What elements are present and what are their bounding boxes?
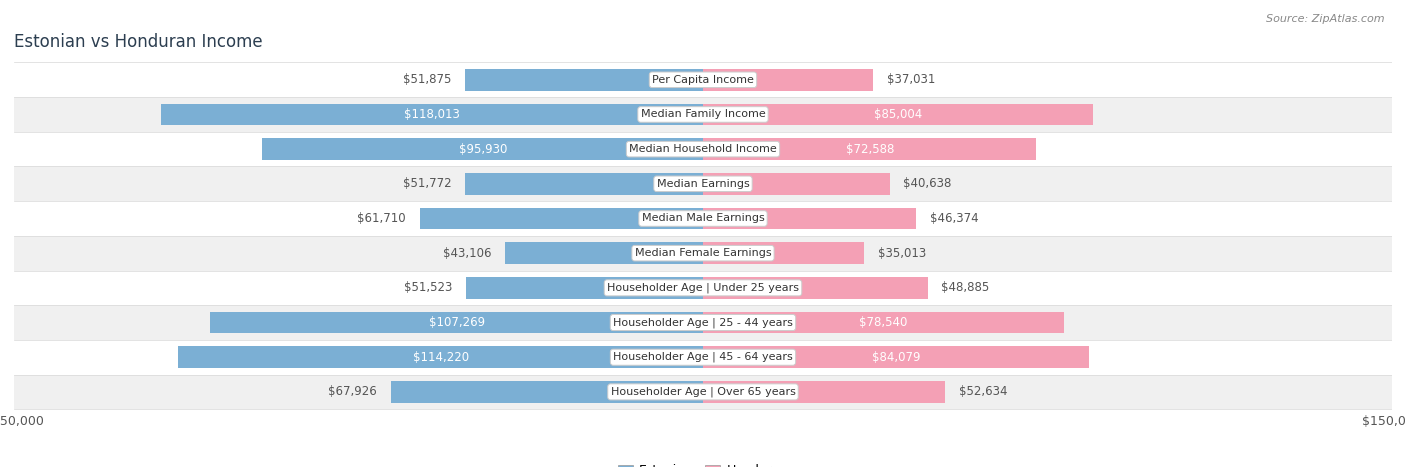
Bar bbox=[211, 312, 703, 333]
Bar bbox=[14, 305, 1392, 340]
Text: $67,926: $67,926 bbox=[329, 385, 377, 398]
Text: $95,930: $95,930 bbox=[458, 142, 508, 156]
Text: $51,772: $51,772 bbox=[402, 177, 451, 191]
Text: Median Household Income: Median Household Income bbox=[628, 144, 778, 154]
Bar bbox=[703, 312, 1064, 333]
Text: $78,540: $78,540 bbox=[859, 316, 907, 329]
Bar bbox=[14, 340, 1392, 375]
Text: $35,013: $35,013 bbox=[877, 247, 925, 260]
Text: Source: ZipAtlas.com: Source: ZipAtlas.com bbox=[1267, 14, 1385, 24]
Bar bbox=[505, 242, 703, 264]
Bar bbox=[703, 173, 890, 195]
Text: $118,013: $118,013 bbox=[404, 108, 460, 121]
Text: $61,710: $61,710 bbox=[357, 212, 406, 225]
Text: $37,031: $37,031 bbox=[887, 73, 935, 86]
Bar bbox=[703, 69, 873, 91]
Bar bbox=[703, 347, 1090, 368]
Bar bbox=[14, 236, 1392, 270]
Bar bbox=[703, 277, 928, 298]
Bar bbox=[14, 132, 1392, 166]
Bar bbox=[465, 69, 703, 91]
Text: Median Earnings: Median Earnings bbox=[657, 179, 749, 189]
Bar bbox=[14, 166, 1392, 201]
Text: Householder Age | Over 65 years: Householder Age | Over 65 years bbox=[610, 387, 796, 397]
Text: $51,523: $51,523 bbox=[404, 281, 453, 294]
Text: Estonian vs Honduran Income: Estonian vs Honduran Income bbox=[14, 33, 263, 51]
Bar bbox=[263, 138, 703, 160]
Bar bbox=[14, 270, 1392, 305]
Text: Median Male Earnings: Median Male Earnings bbox=[641, 213, 765, 224]
Bar bbox=[160, 104, 703, 125]
Text: $114,220: $114,220 bbox=[412, 351, 468, 364]
Bar bbox=[465, 173, 703, 195]
Text: $43,106: $43,106 bbox=[443, 247, 491, 260]
Bar bbox=[14, 97, 1392, 132]
Text: Householder Age | Under 25 years: Householder Age | Under 25 years bbox=[607, 283, 799, 293]
Bar bbox=[179, 347, 703, 368]
Text: $72,588: $72,588 bbox=[845, 142, 894, 156]
Text: Median Female Earnings: Median Female Earnings bbox=[634, 248, 772, 258]
Bar bbox=[467, 277, 703, 298]
Bar bbox=[391, 381, 703, 403]
Bar bbox=[703, 381, 945, 403]
Bar bbox=[703, 104, 1094, 125]
Bar bbox=[703, 208, 915, 229]
Text: Median Family Income: Median Family Income bbox=[641, 109, 765, 120]
Bar bbox=[703, 138, 1036, 160]
Bar bbox=[419, 208, 703, 229]
Legend: Estonian, Honduran: Estonian, Honduran bbox=[613, 459, 793, 467]
Bar bbox=[703, 242, 863, 264]
Text: Per Capita Income: Per Capita Income bbox=[652, 75, 754, 85]
Text: $51,875: $51,875 bbox=[402, 73, 451, 86]
Bar bbox=[14, 375, 1392, 409]
Text: $84,079: $84,079 bbox=[872, 351, 921, 364]
Bar bbox=[14, 63, 1392, 97]
Text: Householder Age | 45 - 64 years: Householder Age | 45 - 64 years bbox=[613, 352, 793, 362]
Text: $107,269: $107,269 bbox=[429, 316, 485, 329]
Text: $46,374: $46,374 bbox=[929, 212, 979, 225]
Text: $52,634: $52,634 bbox=[959, 385, 1007, 398]
Text: $40,638: $40,638 bbox=[904, 177, 952, 191]
Bar bbox=[14, 201, 1392, 236]
Text: Householder Age | 25 - 44 years: Householder Age | 25 - 44 years bbox=[613, 317, 793, 328]
Text: $85,004: $85,004 bbox=[875, 108, 922, 121]
Text: $48,885: $48,885 bbox=[941, 281, 990, 294]
